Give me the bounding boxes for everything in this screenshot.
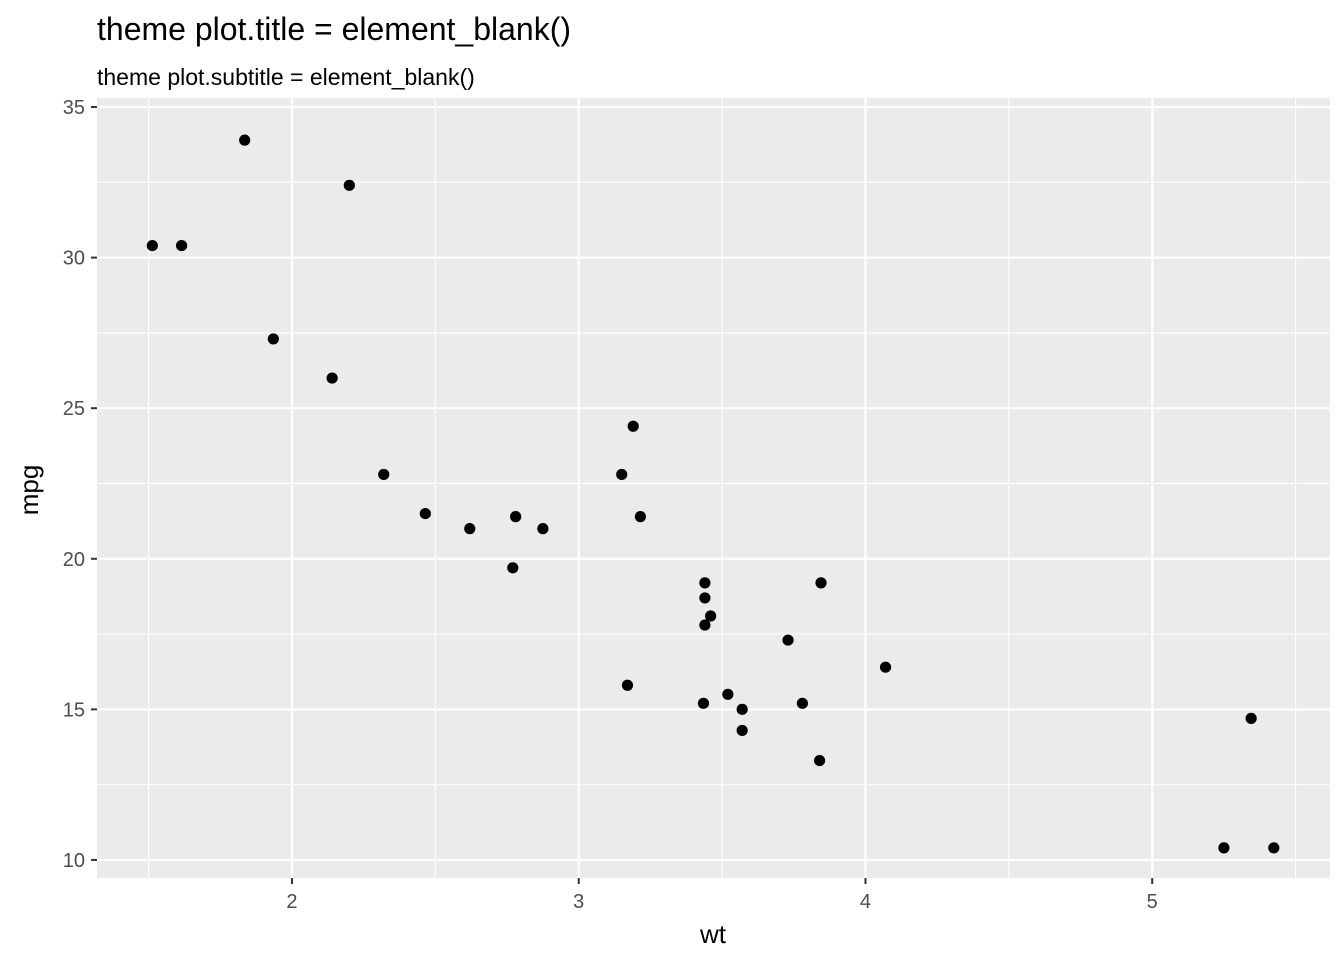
- data-point: [697, 697, 710, 709]
- data-point: [796, 697, 808, 709]
- y-tick-label: 30: [63, 248, 85, 270]
- data-point: [326, 372, 338, 384]
- data-point: [813, 754, 826, 767]
- data-point: [146, 239, 158, 252]
- x-tick-label: 2: [286, 891, 297, 913]
- data-point: [634, 511, 646, 523]
- data-point: [419, 507, 431, 520]
- data-point: [815, 577, 827, 589]
- data-point: [699, 592, 711, 604]
- data-point: [343, 179, 355, 191]
- data-points: [146, 134, 1280, 854]
- chart-title: theme plot.title = element_blank(): [97, 11, 571, 47]
- y-tick-label: 25: [63, 398, 85, 420]
- data-point: [705, 610, 717, 622]
- data-point: [736, 724, 748, 737]
- data-point: [1218, 842, 1230, 854]
- data-point: [879, 661, 892, 673]
- data-point: [510, 511, 522, 523]
- data-point: [782, 634, 794, 646]
- data-point: [722, 688, 734, 700]
- data-point: [1245, 712, 1257, 724]
- minor-gridlines: [97, 98, 1330, 878]
- data-point: [239, 134, 251, 146]
- data-point: [507, 562, 519, 574]
- plot-panel: [97, 98, 1330, 878]
- y-tick-label: 35: [63, 97, 85, 119]
- data-point: [464, 523, 476, 535]
- data-point: [267, 333, 279, 345]
- x-tick-label: 3: [573, 891, 584, 913]
- major-gridlines: [97, 98, 1330, 878]
- y-axis-title: mpg: [14, 465, 44, 516]
- data-point: [621, 679, 634, 691]
- x-axis-title: wt: [699, 919, 727, 949]
- data-point: [699, 577, 711, 589]
- data-point: [627, 420, 639, 432]
- x-axis: 2 3 4 5: [286, 878, 1158, 913]
- x-tick-label: 4: [860, 891, 871, 913]
- data-point: [175, 239, 188, 252]
- data-point: [1268, 842, 1280, 854]
- data-point: [699, 619, 711, 631]
- data-point: [537, 523, 549, 535]
- y-tick-label: 15: [63, 699, 85, 721]
- y-tick-label: 20: [63, 549, 85, 571]
- y-tick-label: 10: [63, 850, 85, 872]
- data-point: [616, 468, 628, 481]
- data-point: [736, 703, 748, 715]
- data-point: [378, 468, 390, 481]
- chart-subtitle: theme plot.subtitle = element_blank(): [97, 64, 475, 90]
- y-axis: 10 15 20 25 30 35: [63, 97, 97, 872]
- x-tick-label: 5: [1147, 891, 1158, 913]
